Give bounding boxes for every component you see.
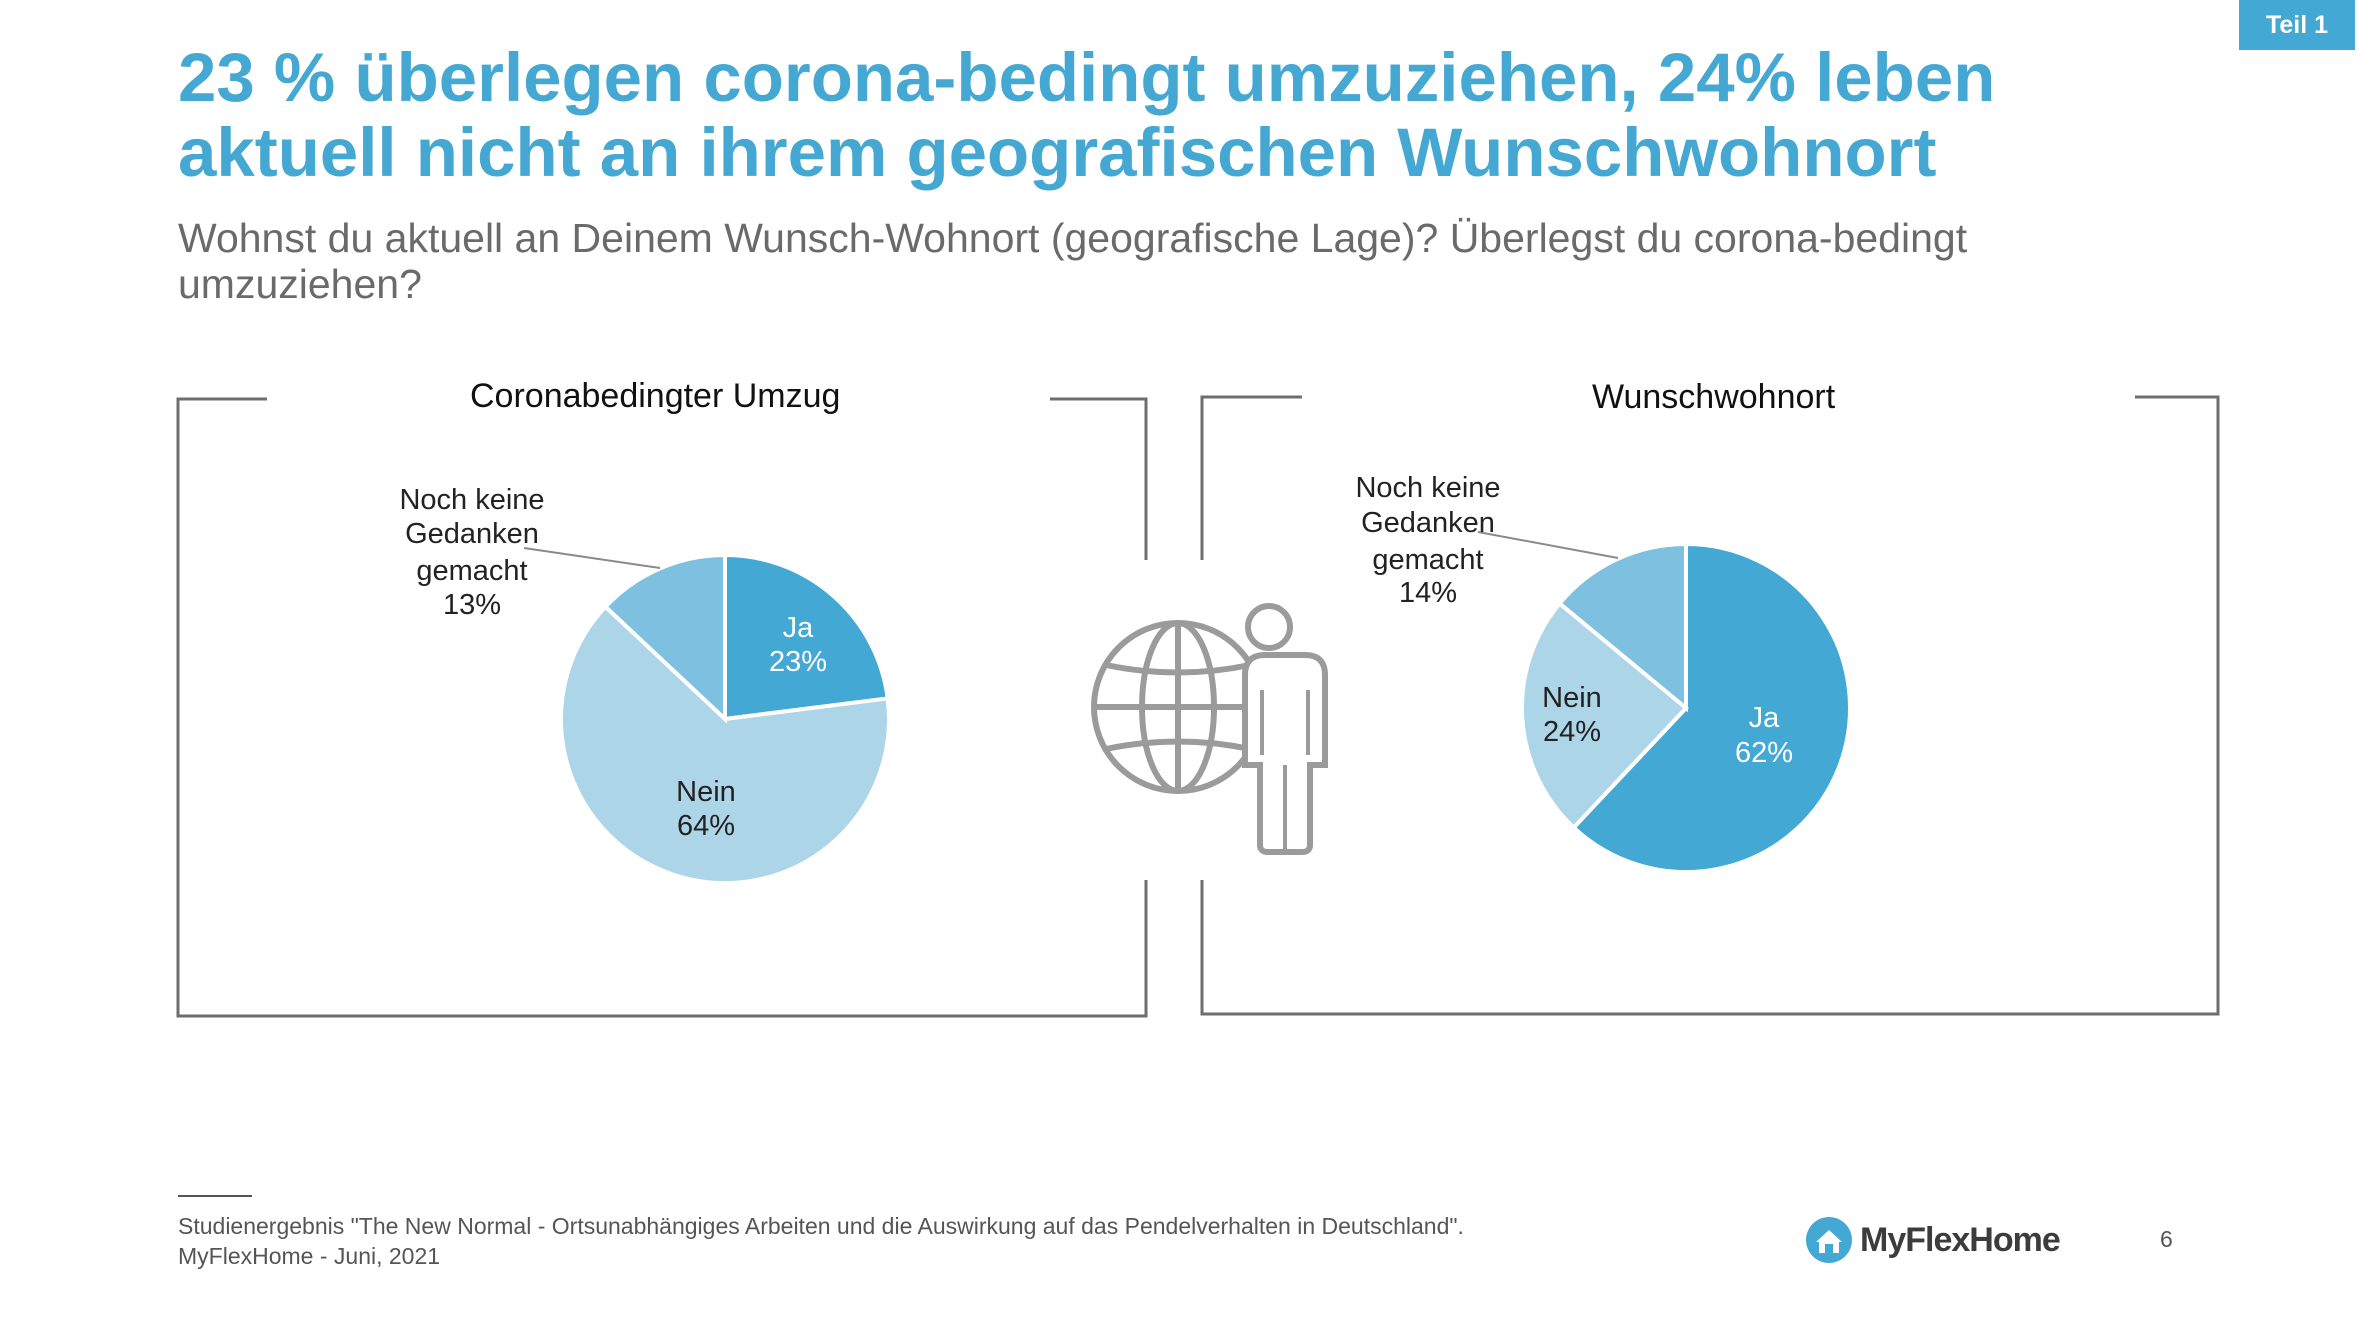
house-logo-icon [1806,1217,1852,1263]
left-frame-top-right [1050,397,1148,560]
footer-source: Studienergebnis "The New Normal - Ortsun… [178,1211,1464,1271]
right-frame-top-left [1200,395,1302,560]
footer-line-2: MyFlexHome - Juni, 2021 [178,1243,441,1269]
section-tag: Teil 1 [2239,0,2355,50]
label-noch-line2-left: Gedanken [405,518,539,550]
chart-title-wunschwohnort: Wunschwohnort [1592,378,1836,416]
footer-rule [178,1195,252,1197]
label-noch-value-left: 13% [443,589,501,621]
logo-text: MyFlexHome [1860,1220,2061,1259]
label-noch-line3-right: gemacht [1372,544,1483,576]
label-nein-right: Nein [1542,682,1602,714]
label-noch-line3-left: gemacht [416,555,527,587]
label-noch-line1-right: Noch keine [1355,472,1500,504]
survey-question: Wohnst du aktuell an Deinem Wunsch-Wohno… [178,215,1968,307]
label-nein-value-right: 24% [1543,716,1601,748]
label-ja-value-left: 23% [769,646,827,678]
logo[interactable]: MyFlexHome [1804,1215,2061,1265]
pie-slice-ja-right [1570,541,1852,874]
label-noch-value-right: 14% [1399,577,1457,609]
label-ja-left: Ja [783,612,815,644]
label-nein-left: Nein [676,776,736,808]
title-line-1: 23 % überlegen corona-bedingt umzuziehen… [178,39,1996,116]
page-number: 6 [2160,1226,2173,1252]
page-title: 23 % überlegen corona-bedingt umzuziehen… [178,40,2178,190]
label-ja-right: Ja [1749,702,1781,734]
pie-slice-nein-left [559,603,891,885]
pie-slice-nein-right [1520,600,1689,831]
label-noch-line2-right: Gedanken [1361,507,1495,539]
left-frame-top-left [176,397,1148,1018]
label-ja-value-right: 62% [1735,737,1793,769]
pie-slice-noch-right [1556,541,1688,713]
title-line-2: aktuell nicht an ihrem geografischen Wun… [178,114,1937,191]
label-nein-value-left: 64% [677,810,735,842]
leader-line-noch-right [1477,531,1619,559]
right-frame-top-right [1200,395,2220,1016]
chart-title-umzug: Coronabedingter Umzug [470,377,841,415]
footer-line-1: Studienergebnis "The New Normal - Ortsun… [178,1213,1464,1239]
pie-slice-ja-left [723,552,890,722]
leader-line-noch-left [523,547,661,569]
label-noch-line1-left: Noch keine [399,484,544,516]
